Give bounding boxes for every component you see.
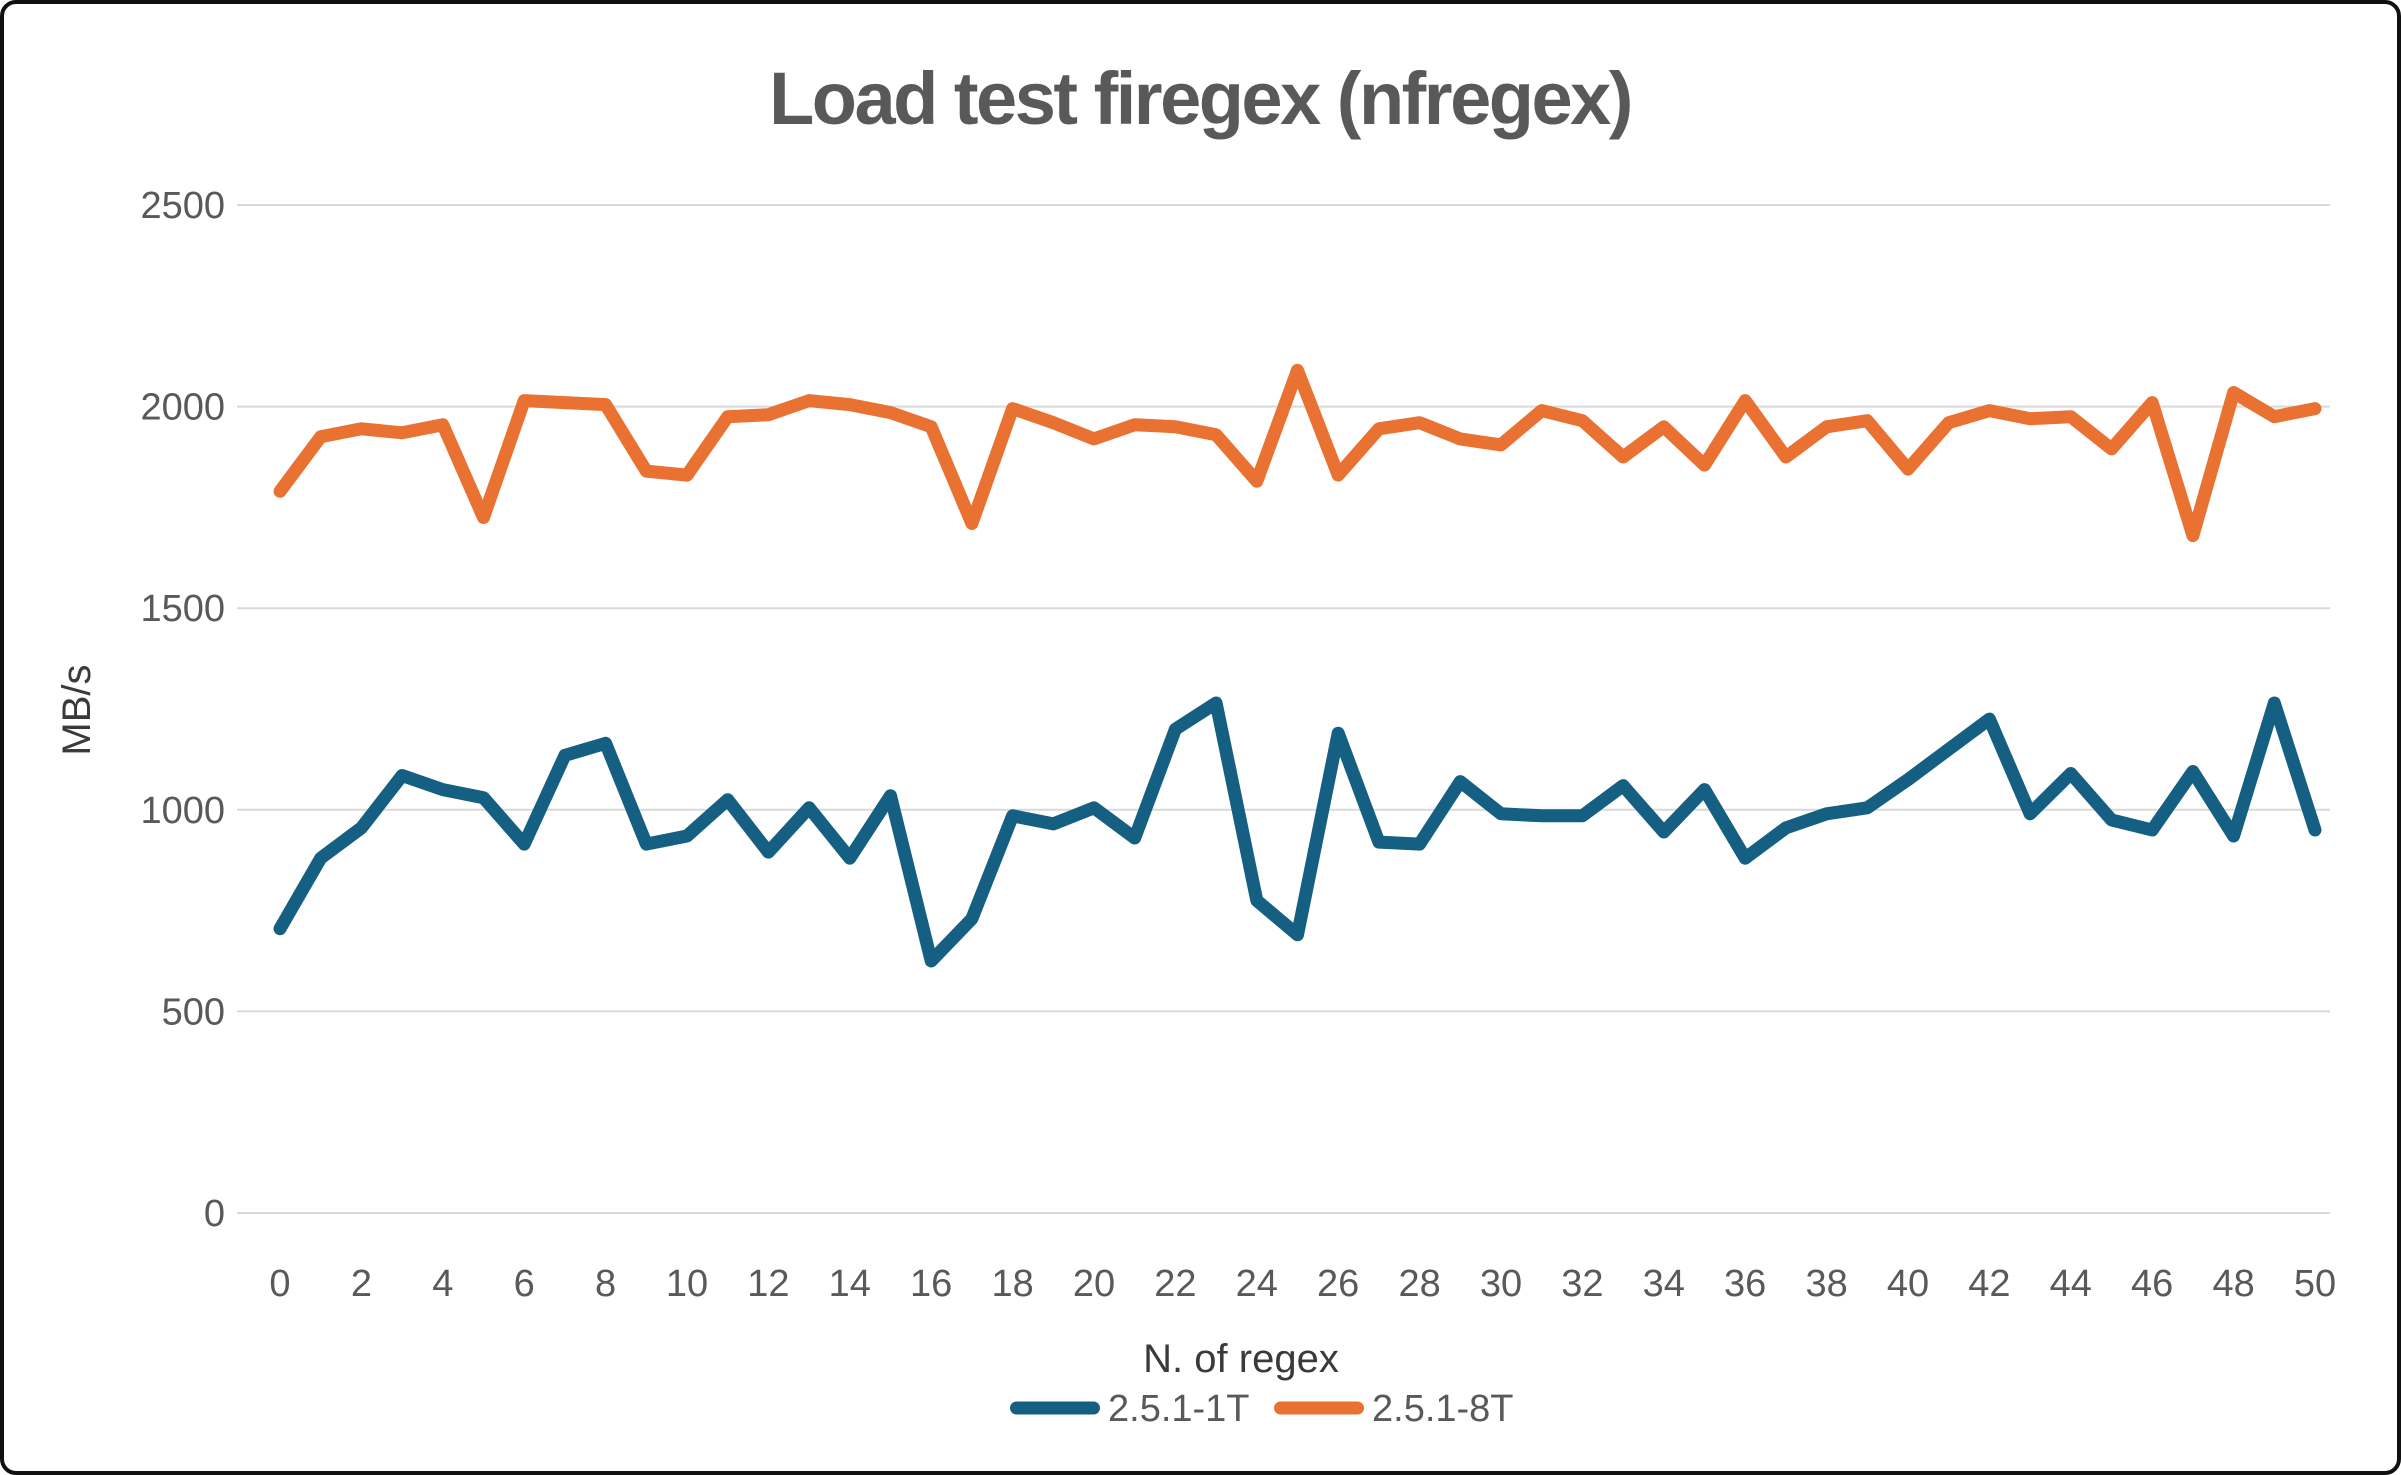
legend-swatch-2.5.1-1T (1010, 1401, 1100, 1415)
legend-item-2.5.1-1T: 2.5.1-1T (1010, 1388, 1250, 1430)
x-tick-label-6: 6 (514, 1263, 535, 1305)
y-tick-label-500: 500 (162, 991, 225, 1033)
y-tick-label-1500: 1500 (140, 588, 225, 630)
x-tick-label-22: 22 (1154, 1263, 1196, 1305)
x-tick-label-36: 36 (1724, 1263, 1766, 1305)
y-axis-title: MB/s (55, 664, 99, 755)
x-tick-label-34: 34 (1643, 1263, 1685, 1305)
y-axis-tick-labels: 0 500 1000 1500 2000 2500 (140, 185, 225, 1235)
legend-label-2.5.1-1T: 2.5.1-1T (1108, 1388, 1250, 1430)
x-tick-label-48: 48 (2212, 1263, 2254, 1305)
x-tick-label-28: 28 (1398, 1263, 1440, 1305)
x-tick-label-50: 50 (2294, 1263, 2336, 1305)
x-tick-label-4: 4 (432, 1263, 453, 1305)
legend-swatch-2.5.1-8T (1274, 1401, 1364, 1415)
x-axis-title: N. of regex (1143, 1337, 1339, 1381)
x-tick-label-10: 10 (666, 1263, 708, 1305)
x-tick-label-2: 2 (351, 1263, 372, 1305)
x-tick-label-12: 12 (747, 1263, 789, 1305)
x-tick-label-38: 38 (1805, 1263, 1847, 1305)
x-tick-label-30: 30 (1480, 1263, 1522, 1305)
x-tick-label-24: 24 (1236, 1263, 1278, 1305)
series-line-2.5.1-1T (273, 696, 2322, 968)
x-tick-label-0: 0 (269, 1263, 290, 1305)
x-tick-label-40: 40 (1887, 1263, 1929, 1305)
legend-item-2.5.1-8T: 2.5.1-8T (1274, 1388, 1514, 1430)
y-tick-label-0: 0 (204, 1193, 225, 1235)
y-tick-label-2000: 2000 (140, 387, 225, 429)
series-line-2.5.1-8T (273, 363, 2322, 543)
legend: 2.5.1-1T 2.5.1-8T (1010, 1388, 1514, 1430)
x-tick-label-14: 14 (829, 1263, 871, 1305)
chart-title: Load test firegex (nfregex) (769, 57, 1631, 140)
y-tick-label-2500: 2500 (140, 185, 225, 227)
x-tick-label-32: 32 (1561, 1263, 1603, 1305)
x-axis-tick-labels: 0 2 4 6 8 10 12 14 16 18 20 22 24 26 28 30 32 34 36 38 40 42 4… (269, 1263, 2336, 1305)
x-tick-label-16: 16 (910, 1263, 952, 1305)
x-tick-label-18: 18 (991, 1263, 1033, 1305)
legend-label-2.5.1-8T: 2.5.1-8T (1372, 1388, 1514, 1430)
x-tick-label-26: 26 (1317, 1263, 1359, 1305)
x-tick-label-42: 42 (1968, 1263, 2010, 1305)
x-tick-label-8: 8 (595, 1263, 616, 1305)
x-tick-label-44: 44 (2050, 1263, 2092, 1305)
x-tick-label-46: 46 (2131, 1263, 2173, 1305)
series-lines (273, 363, 2322, 968)
x-tick-label-20: 20 (1073, 1263, 1115, 1305)
y-tick-label-1000: 1000 (140, 790, 225, 832)
gridlines (237, 204, 2330, 1214)
